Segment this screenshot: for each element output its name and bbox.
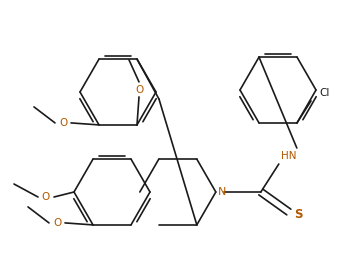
Text: O: O <box>135 85 143 95</box>
Text: O: O <box>53 218 61 228</box>
Text: S: S <box>294 208 303 221</box>
Text: O: O <box>42 192 50 202</box>
Text: N: N <box>218 187 226 197</box>
Text: Cl: Cl <box>319 88 329 98</box>
Text: O: O <box>59 118 67 128</box>
Text: HN: HN <box>281 151 297 161</box>
